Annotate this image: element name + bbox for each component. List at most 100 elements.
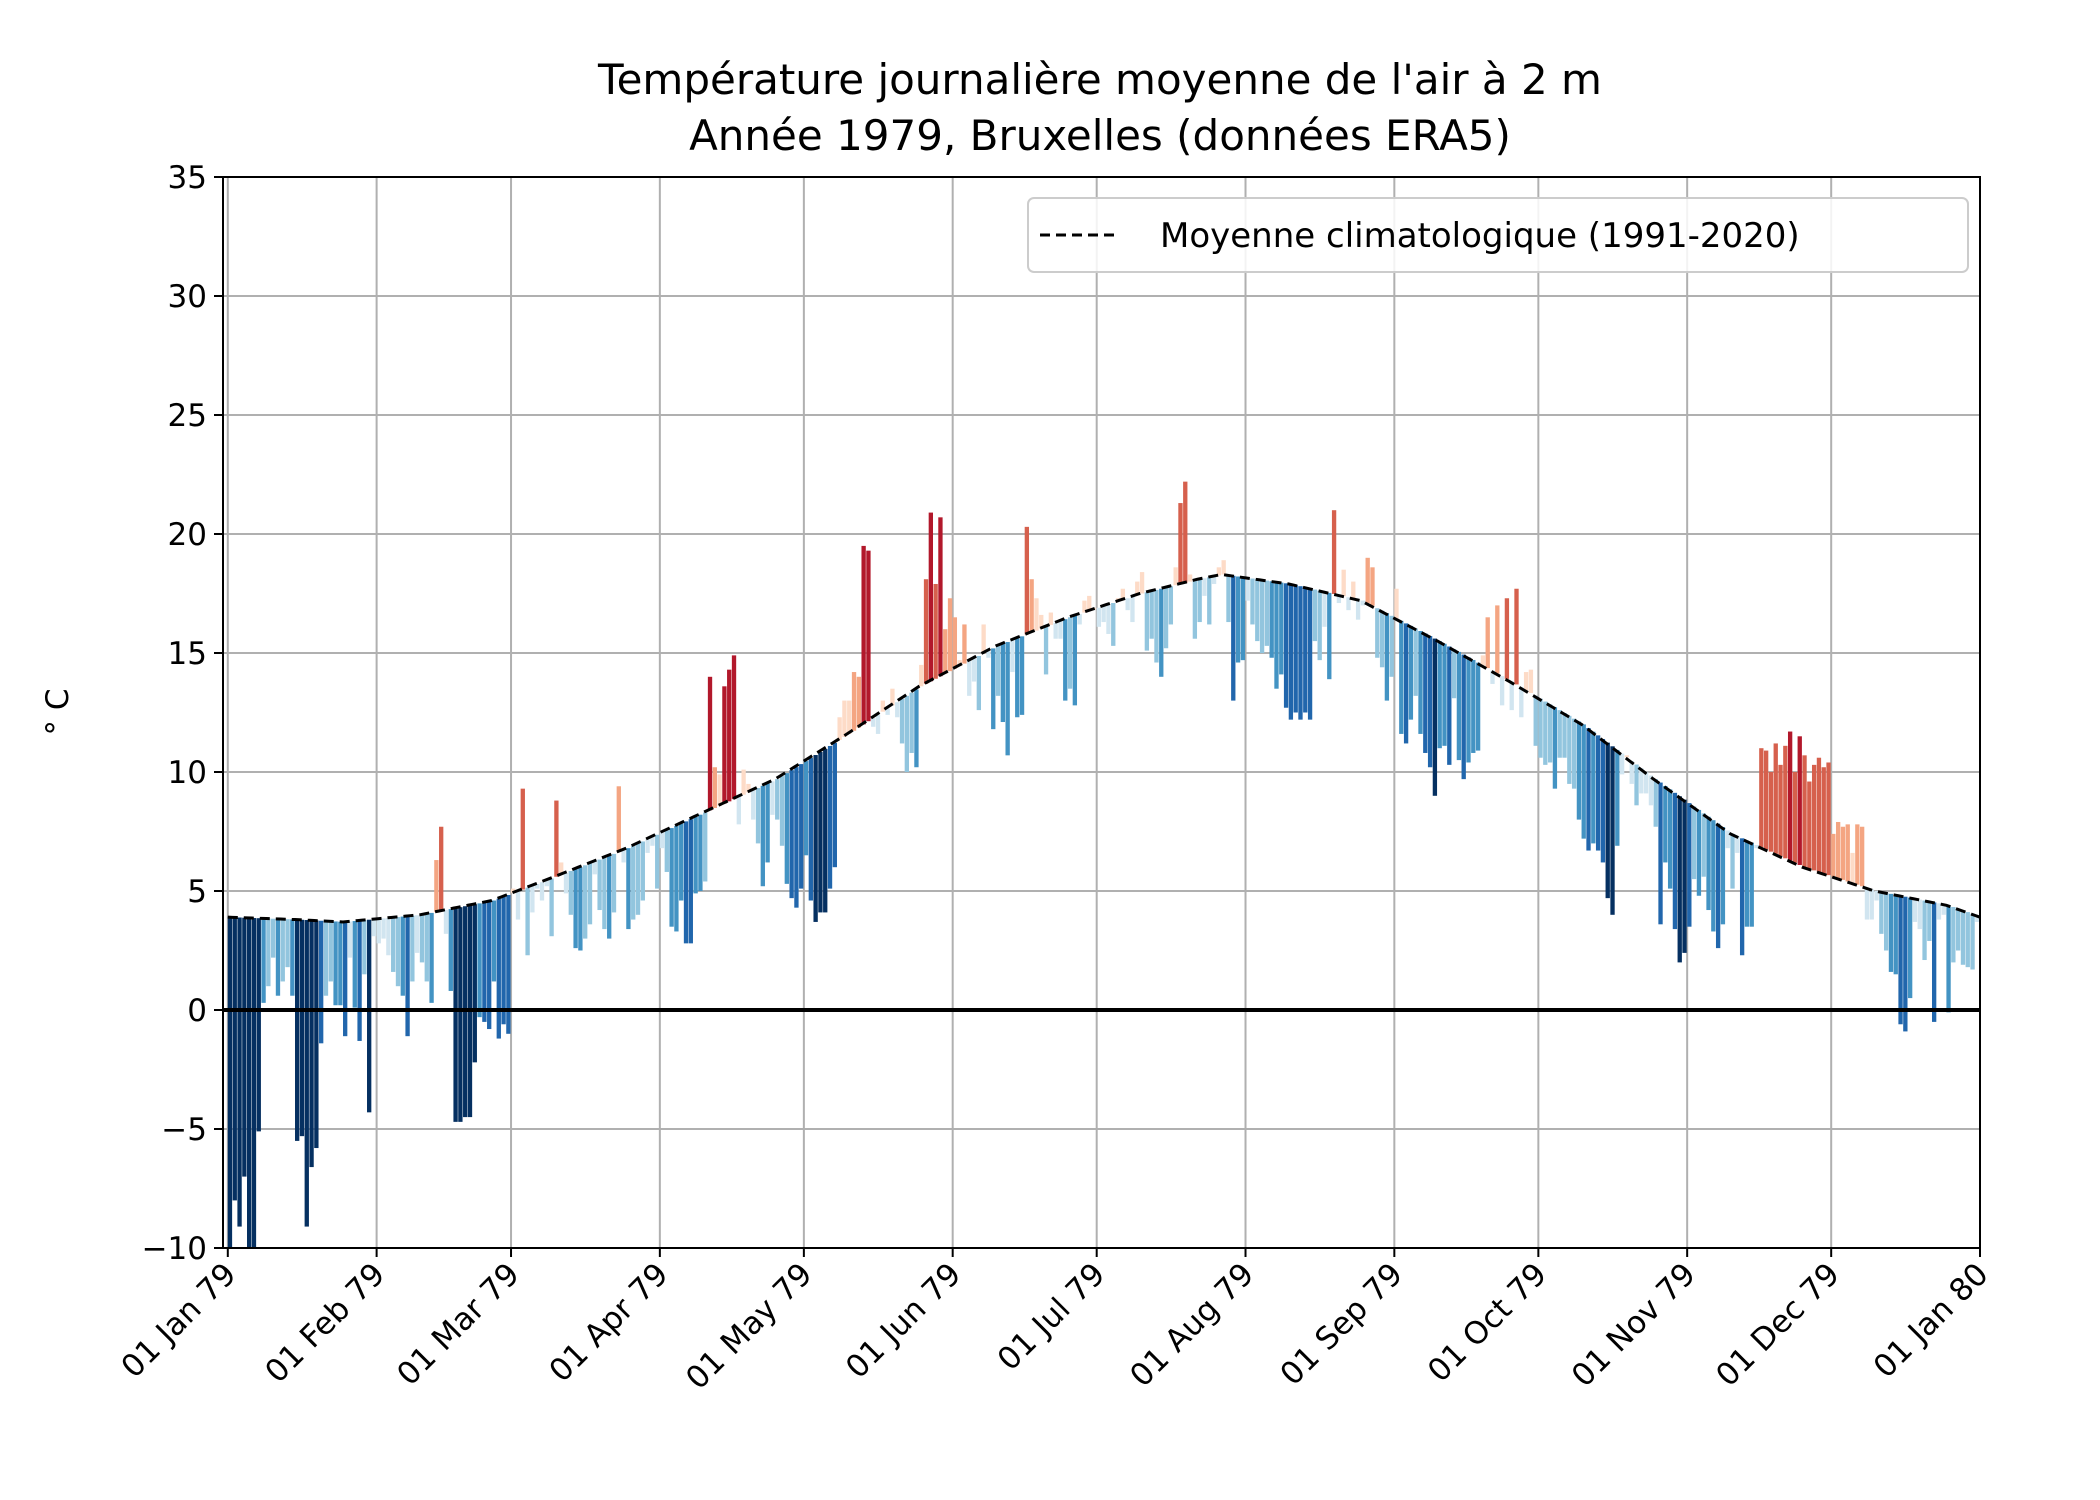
temperature-bar: [1259, 579, 1265, 653]
chart-title: Température journalière moyenne de l'air…: [597, 55, 1602, 104]
temperature-bar: [1955, 908, 1961, 951]
temperature-bar: [1888, 893, 1894, 972]
temperature-bar: [1351, 581, 1356, 599]
temperature-bar: [727, 669, 732, 802]
temperature-bar: [525, 887, 530, 956]
temperature-bar: [895, 702, 900, 718]
temperature-bar: [1245, 577, 1250, 601]
temperature-bar: [530, 885, 535, 913]
temperature-bar: [1475, 662, 1481, 751]
temperature-bar: [434, 860, 439, 912]
temperature-bar: [770, 781, 775, 815]
temperature-bar: [1619, 753, 1625, 775]
temperature-bar: [1087, 595, 1092, 611]
temperature-bar: [472, 904, 477, 1063]
temperature-bar: [1039, 614, 1044, 629]
temperature-bar: [1845, 824, 1850, 882]
temperature-bar: [995, 645, 1001, 696]
temperature-bar: [880, 700, 885, 712]
temperature-bar: [395, 917, 401, 987]
temperature-bar: [1970, 913, 1975, 970]
temperature-bar: [1547, 704, 1553, 763]
temperature-bar: [1816, 757, 1822, 872]
temperature-bar: [1672, 792, 1678, 930]
temperature-bar: [1682, 799, 1687, 953]
temperature-bar: [1005, 642, 1010, 756]
temperature-bar: [1413, 628, 1418, 696]
y-tick-label: −5: [161, 1112, 207, 1148]
plot-frame: [222, 176, 1981, 1249]
temperature-bar: [1706, 816, 1711, 911]
temperature-bar: [1043, 626, 1049, 675]
temperature-bar: [1317, 590, 1322, 661]
temperature-bar: [1139, 572, 1145, 594]
temperature-bar: [285, 919, 290, 968]
temperature-bar: [1595, 735, 1601, 851]
temperature-bar: [1581, 724, 1586, 839]
temperature-bar: [453, 908, 458, 1122]
temperature-bar: [1466, 657, 1471, 763]
temperature-bar: [679, 823, 684, 901]
temperature-bar: [1509, 681, 1514, 711]
temperature-bar: [1187, 574, 1193, 582]
temperature-bar: [1451, 649, 1457, 699]
temperature-bar: [1423, 633, 1428, 753]
temperature-bar: [1211, 576, 1217, 584]
temperature-bar: [866, 550, 871, 722]
temperature-bar: [1096, 607, 1102, 627]
temperature-bar: [1163, 587, 1169, 649]
temperature-bar: [280, 919, 285, 982]
temperature-bar: [904, 695, 909, 772]
temperature-bar: [1226, 575, 1231, 623]
temperature-bar: [602, 857, 607, 930]
temperature-bar: [1375, 608, 1380, 658]
temperature-bar: [295, 919, 300, 1141]
temperature-bar: [1168, 586, 1174, 625]
temperature-bar: [1519, 687, 1524, 718]
temperature-bar: [1893, 894, 1898, 975]
temperature-bar: [1072, 615, 1078, 706]
temperature-bar: [256, 918, 261, 1132]
temperature-bar: [1250, 578, 1255, 625]
temperature-bar: [1341, 569, 1346, 597]
temperature-bar: [271, 918, 276, 958]
temperature-bar: [655, 834, 660, 889]
temperature-bar: [736, 796, 741, 825]
temperature-bar: [823, 748, 828, 913]
temperature-bar: [861, 545, 866, 725]
temperature-bar: [1019, 636, 1025, 715]
temperature-bar: [549, 878, 554, 937]
temperature-bar: [899, 699, 905, 744]
temperature-bar: [1279, 582, 1284, 675]
temperature-bar: [597, 859, 602, 911]
temperature-bar: [1154, 589, 1159, 663]
temperature-bar: [242, 917, 247, 1177]
temperature-bar: [1000, 643, 1006, 723]
temperature-bar: [1749, 842, 1754, 927]
temperature-bar: [1840, 826, 1846, 880]
temperature-bar: [1389, 615, 1394, 677]
temperature-bar: [803, 761, 809, 856]
temperature-bar: [1735, 836, 1740, 853]
temperature-bar: [1504, 598, 1510, 679]
temperature-bar: [1811, 764, 1817, 871]
temperature-bar: [232, 917, 237, 1201]
temperature-bar: [1917, 899, 1922, 930]
temperature-bar: [1730, 833, 1735, 889]
temperature-bar: [1456, 651, 1462, 761]
temperature-bar: [808, 758, 813, 901]
temperature-bar: [1754, 844, 1759, 849]
temperature-bar: [1941, 904, 1946, 915]
temperature-bar: [1763, 750, 1769, 850]
temperature-bar: [587, 863, 593, 925]
temperature-bar: [520, 788, 525, 890]
temperature-bar: [237, 917, 242, 1227]
temperature-bar: [659, 832, 665, 849]
temperature-bar: [1399, 620, 1404, 734]
y-tick-label: 35: [168, 160, 207, 196]
temperature-bar: [1298, 586, 1303, 720]
temperature-bar: [1927, 901, 1932, 941]
temperature-bar: [1053, 623, 1058, 639]
temperature-bar: [563, 872, 569, 894]
temperature-bar: [429, 912, 434, 1003]
